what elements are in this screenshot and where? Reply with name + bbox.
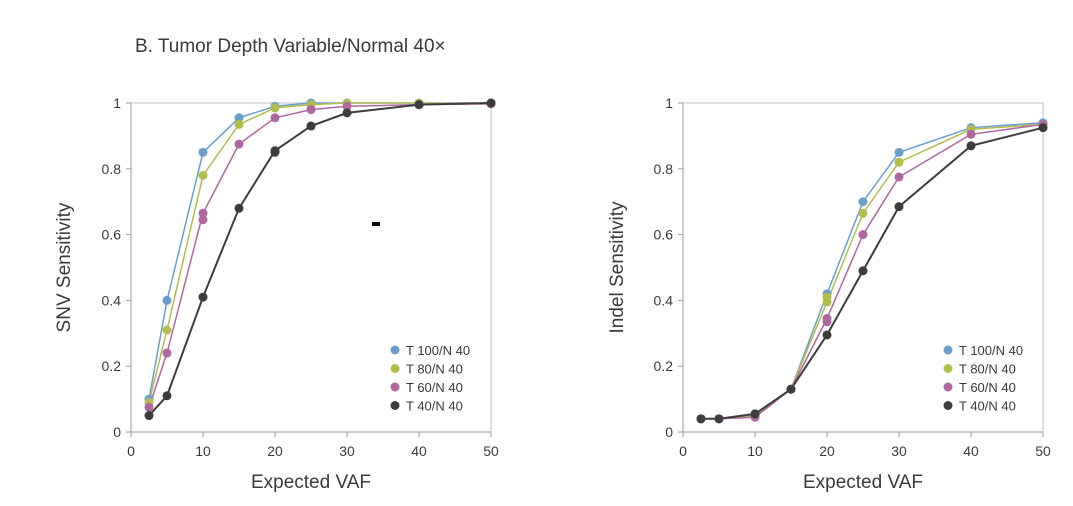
data-point <box>342 108 352 118</box>
data-point <box>198 170 208 180</box>
data-point <box>270 147 280 157</box>
data-point <box>162 391 172 401</box>
data-point <box>696 414 706 424</box>
x-tick-label: 50 <box>483 443 499 459</box>
data-point <box>306 105 316 115</box>
legend-label: T 80/N 40 <box>959 362 1016 377</box>
data-point <box>858 208 868 218</box>
data-point <box>144 411 154 421</box>
legend-label: T 100/N 40 <box>406 343 470 358</box>
data-point <box>234 203 244 213</box>
x-tick-label: 0 <box>127 443 135 459</box>
data-point <box>234 113 244 123</box>
legend-label: T 40/N 40 <box>959 399 1016 414</box>
x-tick-label: 40 <box>963 443 979 459</box>
data-point <box>162 348 172 358</box>
y-tick-label: 0.6 <box>654 227 674 243</box>
legend-marker <box>943 382 953 392</box>
y-tick-label: 1 <box>665 95 673 111</box>
legend-marker <box>390 401 400 410</box>
x-tick-label: 20 <box>819 443 835 459</box>
data-point <box>894 202 904 212</box>
data-point <box>858 197 868 207</box>
legend-marker <box>943 401 953 410</box>
legend-label: T 40/N 40 <box>406 399 463 414</box>
x-axis-title: Expected VAF <box>251 472 371 493</box>
data-point <box>966 141 976 151</box>
data-point <box>858 266 868 276</box>
data-point <box>786 384 796 394</box>
legend-label: T 60/N 40 <box>959 380 1016 395</box>
data-point <box>162 295 172 305</box>
y-tick-label: 0 <box>113 424 121 440</box>
data-point <box>234 139 244 149</box>
legend-label: T 60/N 40 <box>406 380 463 395</box>
data-point <box>858 230 868 240</box>
x-axis-title: Expected VAF <box>803 472 923 493</box>
legend-marker <box>943 364 953 373</box>
x-tick-label: 10 <box>747 443 763 459</box>
data-point <box>822 292 832 302</box>
data-point <box>270 103 280 113</box>
y-tick-label: 1 <box>113 95 121 111</box>
data-point <box>234 119 244 129</box>
data-point <box>750 409 760 419</box>
data-point <box>414 100 424 110</box>
data-point <box>894 147 904 157</box>
x-tick-label: 40 <box>411 443 427 459</box>
y-tick-label: 0.2 <box>654 358 674 374</box>
x-tick-label: 20 <box>267 443 283 459</box>
data-point <box>714 414 724 424</box>
y-tick-label: 0.8 <box>654 161 674 177</box>
y-tick-label: 0.4 <box>654 292 674 308</box>
y-tick-label: 0.6 <box>102 227 122 243</box>
y-tick-label: 0 <box>665 424 673 440</box>
data-point <box>144 402 154 412</box>
data-point <box>198 215 208 225</box>
data-point <box>270 113 280 123</box>
data-point <box>306 121 316 131</box>
y-axis-title: SNV Sensitivity <box>54 202 75 332</box>
legend-label: T 100/N 40 <box>959 343 1023 358</box>
data-point <box>486 98 496 108</box>
legend-marker <box>390 345 400 355</box>
data-point <box>1038 123 1048 133</box>
data-point <box>894 157 904 167</box>
y-axis-title: Indel Sensitivity <box>607 201 628 334</box>
legend-label: T 80/N 40 <box>406 362 463 377</box>
y-tick-label: 0.8 <box>102 161 122 177</box>
x-tick-label: 50 <box>1035 443 1051 459</box>
data-point <box>342 101 352 111</box>
stray-marker <box>372 222 380 226</box>
legend-marker <box>943 345 953 355</box>
data-point <box>894 172 904 182</box>
x-tick-label: 0 <box>679 443 687 459</box>
y-tick-label: 0.2 <box>102 358 122 374</box>
data-point <box>198 147 208 157</box>
figure-title: B. Tumor Depth Variable/Normal 40× <box>135 36 446 57</box>
y-tick-label: 0.4 <box>102 292 122 308</box>
legend-marker <box>390 382 400 392</box>
x-tick-label: 30 <box>339 443 355 459</box>
data-point <box>822 330 832 340</box>
x-tick-label: 30 <box>891 443 907 459</box>
data-point <box>162 325 172 335</box>
x-tick-label: 10 <box>195 443 211 459</box>
legend-marker <box>390 364 400 373</box>
data-point <box>822 317 832 327</box>
data-point <box>966 129 976 139</box>
data-point <box>198 208 208 218</box>
data-point <box>198 292 208 302</box>
